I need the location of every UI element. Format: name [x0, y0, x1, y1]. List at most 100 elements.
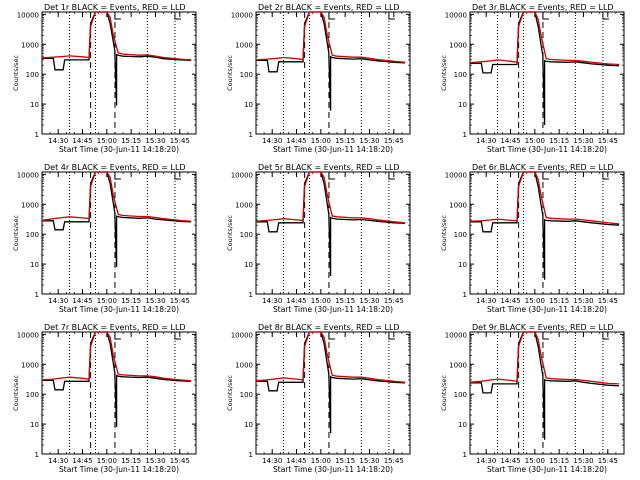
y-tick-label: 1: [249, 291, 253, 299]
y-axis-label: Counts/sec: [440, 55, 448, 91]
chart-title: Det 4r BLACK = Events, RED = LLD: [44, 163, 186, 172]
plot-frame: [41, 331, 197, 455]
x-tick-label: 15:00: [97, 457, 117, 465]
top-bracket-mark: [388, 333, 395, 340]
y-axis-label: Counts/sec: [440, 215, 448, 251]
y-tick-label: 10: [458, 101, 467, 109]
x-tick-label: 15:30: [573, 457, 593, 465]
x-tick-label: 14:45: [500, 297, 520, 305]
x-tick-label: 15:00: [311, 297, 331, 305]
x-tick-label: 14:45: [72, 297, 92, 305]
y-tick-label: 10: [30, 261, 39, 269]
x-tick-label: 14:45: [286, 137, 306, 145]
series-events-line: [256, 11, 406, 111]
x-tick-label: 14:30: [476, 137, 496, 145]
plot-frame: [469, 11, 625, 135]
x-tick-label: 15:30: [145, 457, 165, 465]
y-tick-label: 100: [454, 391, 467, 399]
chart-panel-1: Det 1r BLACK = Events, RED = LLD 1 10 100 10…: [12, 3, 197, 154]
chart-panel-4: Det 4r BLACK = Events, RED = LLD 1 10 100 10…: [12, 163, 197, 314]
x-tick-label: 14:30: [48, 137, 68, 145]
y-tick-label: 10000: [17, 11, 39, 19]
y-tick-label: 10000: [445, 331, 467, 339]
x-tick-label: 14:45: [500, 457, 520, 465]
x-tick-label: 14:30: [48, 297, 68, 305]
x-tick-label: 14:30: [48, 457, 68, 465]
y-tick-label: 100: [26, 391, 39, 399]
chart-panel-8: Det 8r BLACK = Events, RED = LLD 1 10 100 10…: [226, 323, 411, 474]
top-bracket-mark: [114, 173, 121, 180]
series-lld-line: [469, 11, 620, 66]
x-tick-label: 15:00: [525, 457, 545, 465]
y-tick-label: 1: [249, 451, 253, 459]
y-tick-label: 10000: [231, 171, 253, 179]
x-tick-label: 14:30: [476, 457, 496, 465]
chart-title: Det 2r BLACK = Events, RED = LLD: [258, 3, 400, 12]
y-tick-label: 10000: [17, 171, 39, 179]
top-bracket-mark: [388, 13, 395, 20]
chart-title: Det 1r BLACK = Events, RED = LLD: [44, 3, 186, 12]
chart-panel-6: Det 6r BLACK = Events, RED = LLD 1 10 100 10…: [440, 163, 625, 314]
series-lld-line: [41, 331, 192, 382]
top-bracket-mark: [602, 13, 609, 20]
y-tick-label: 1: [463, 291, 467, 299]
y-tick-label: 1: [463, 451, 467, 459]
y-tick-label: 100: [240, 391, 253, 399]
top-bracket-mark: [174, 333, 181, 340]
plot-frame: [255, 331, 411, 455]
x-tick-label: 14:45: [286, 457, 306, 465]
x-tick-label: 15:15: [121, 297, 141, 305]
y-axis-label: Counts/sec: [226, 55, 234, 91]
x-tick-label: 15:30: [359, 457, 379, 465]
x-axis-label: Start Time (30-Jun-11 14:18:20): [487, 465, 607, 474]
chart-title: Det 9r BLACK = Events, RED = LLD: [472, 323, 614, 332]
x-tick-label: 15:30: [573, 297, 593, 305]
x-tick-label: 15:15: [121, 457, 141, 465]
y-tick-label: 1: [35, 451, 39, 459]
y-tick-label: 100: [240, 71, 253, 79]
top-bracket-mark: [114, 13, 121, 20]
y-tick-label: 10000: [445, 171, 467, 179]
y-tick-label: 100: [26, 231, 39, 239]
y-tick-label: 10: [244, 421, 253, 429]
plot-frame: [469, 171, 625, 295]
x-tick-label: 15:45: [598, 457, 618, 465]
y-tick-label: 10: [458, 421, 467, 429]
top-bracket-mark: [174, 173, 181, 180]
y-tick-label: 1000: [235, 361, 253, 369]
top-bracket-mark: [388, 173, 395, 180]
x-tick-label: 15:45: [170, 137, 190, 145]
x-tick-label: 15:30: [145, 137, 165, 145]
x-tick-label: 15:00: [311, 137, 331, 145]
y-tick-label: 10: [30, 101, 39, 109]
x-tick-label: 14:45: [72, 457, 92, 465]
x-tick-label: 14:30: [262, 137, 282, 145]
x-axis-label: Start Time (30-Jun-11 14:18:20): [59, 145, 179, 154]
y-tick-label: 1000: [21, 201, 39, 209]
series-events-line: [470, 171, 620, 280]
y-tick-label: 10: [30, 421, 39, 429]
y-tick-label: 1000: [21, 361, 39, 369]
x-tick-label: 15:15: [335, 457, 355, 465]
y-tick-label: 1: [249, 131, 253, 139]
y-tick-label: 1: [463, 131, 467, 139]
plot-frame: [469, 331, 625, 455]
y-tick-label: 10000: [231, 11, 253, 19]
x-axis-label: Start Time (30-Jun-11 14:18:20): [273, 145, 393, 154]
x-tick-label: 15:30: [359, 137, 379, 145]
x-tick-label: 15:00: [97, 297, 117, 305]
series-lld-line: [41, 171, 192, 222]
x-axis-label: Start Time (30-Jun-11 14:18:20): [487, 145, 607, 154]
x-tick-label: 14:45: [72, 137, 92, 145]
x-tick-label: 15:45: [170, 297, 190, 305]
y-tick-label: 10000: [445, 11, 467, 19]
x-tick-label: 15:15: [121, 137, 141, 145]
series-lld-line: [469, 171, 620, 225]
x-axis-label: Start Time (30-Jun-11 14:18:20): [59, 305, 179, 314]
series-events-line: [42, 11, 192, 106]
x-tick-label: 15:45: [384, 457, 404, 465]
series-events-line: [470, 11, 620, 126]
chart-title: Det 7r BLACK = Events, RED = LLD: [44, 323, 186, 332]
series-lld-line: [255, 171, 406, 224]
